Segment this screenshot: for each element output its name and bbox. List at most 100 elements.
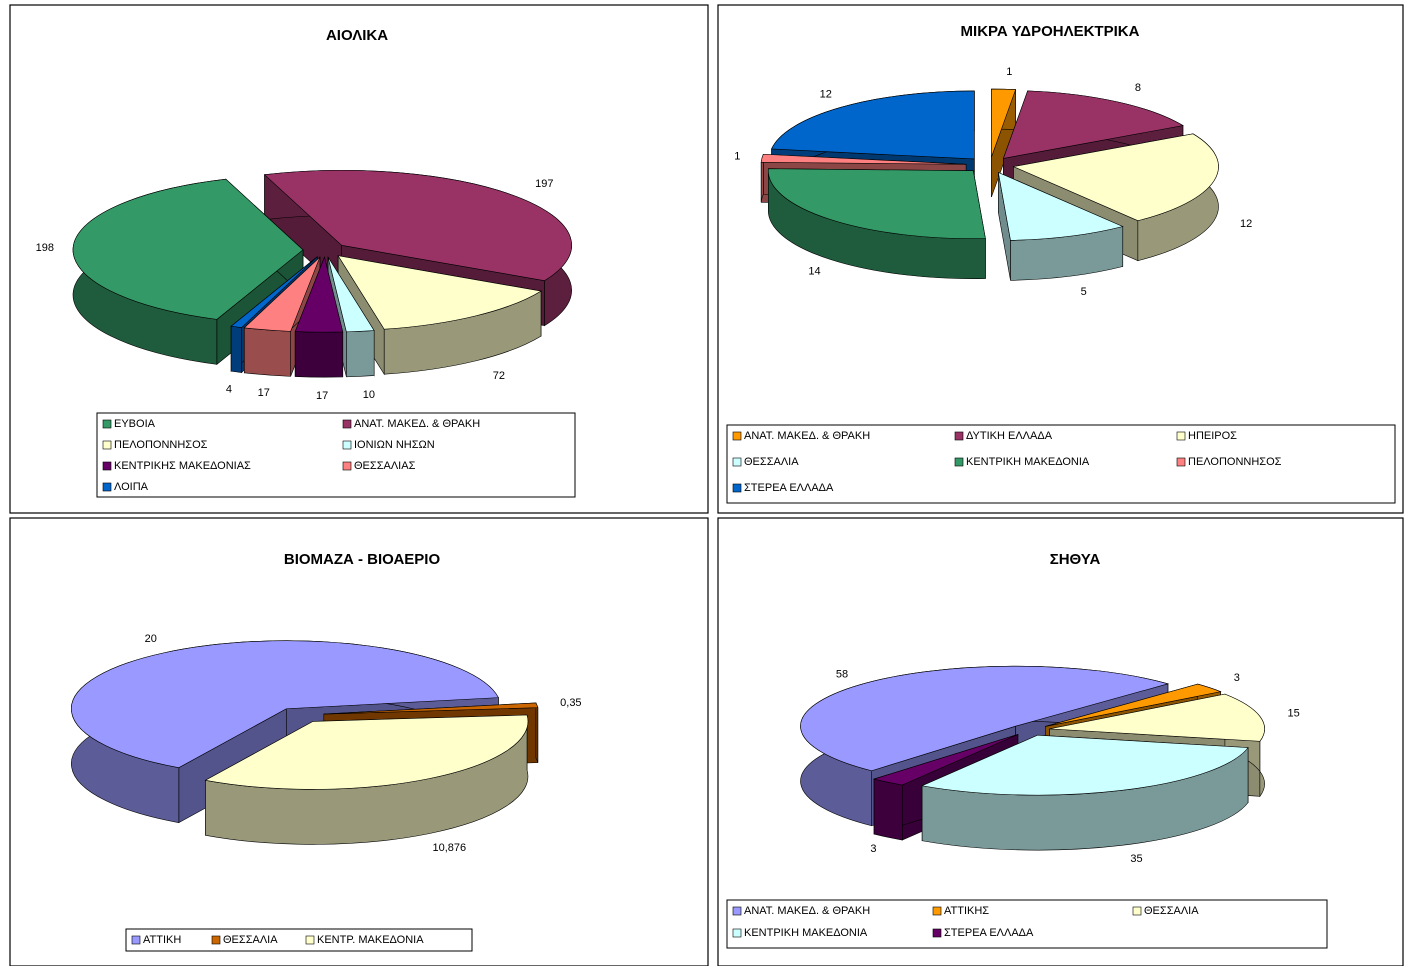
legend-label: ΚΕΝΤΡΙΚΗΣ ΜΑΚΕΔΟΝΙΑΣ	[114, 460, 251, 472]
slice	[997, 171, 1124, 241]
legend-label: ΘΕΣΣΑΛΙΑΣ	[354, 460, 416, 472]
legend-label: ΔΥΤΙΚΗ ΕΛΛΑΔΑ	[966, 430, 1053, 442]
slice-side	[230, 325, 242, 373]
legend-swatch	[305, 935, 315, 945]
slice	[1012, 133, 1219, 222]
data-label: 4	[226, 383, 232, 395]
data-label: 20	[145, 633, 157, 645]
slice	[1002, 90, 1184, 159]
legend-swatch	[932, 906, 942, 916]
chart-title: ΜΙΚΡΑ ΥΔΡΟΗΛΕΚΤΡΙΚΑ	[961, 23, 1140, 40]
legend-label: ΑΝΑΤ. ΜΑΚΕΔ. & ΘΡΑΚΗ	[354, 418, 480, 430]
pie: 198 197 72 10 17 17 4	[36, 170, 572, 402]
legend-swatch	[732, 906, 742, 916]
legend-swatch	[732, 431, 742, 441]
slice	[323, 702, 539, 715]
slice	[768, 168, 986, 240]
legend-label: ΘΕΣΣΑΛΙΑ	[223, 934, 278, 946]
chart-title: ΣΗΘΥΑ	[1050, 551, 1101, 568]
chart-title: ΒΙΟΜΑΖΑ - ΒΙΟΑΕΡΙΟ	[284, 551, 441, 568]
legend-box	[726, 899, 1328, 949]
legend-swatch	[1176, 457, 1186, 467]
legend-label: ΑΝΑΤ. ΜΑΚΕΔ. & ΘΡΑΚΗ	[744, 905, 870, 917]
slice-side	[535, 702, 539, 763]
slice	[921, 734, 1249, 796]
slice	[771, 90, 975, 160]
data-label: 12	[1240, 218, 1252, 230]
legend-swatch	[342, 440, 352, 450]
data-label: 8	[1135, 82, 1141, 94]
slice	[872, 734, 1019, 786]
data-label: 58	[836, 668, 848, 680]
data-label: 197	[535, 178, 553, 190]
legend-swatch	[732, 928, 742, 938]
legend-swatch	[102, 461, 112, 471]
data-label: 1	[1006, 66, 1012, 78]
legend-label: ΘΕΣΣΑΛΙΑ	[744, 456, 799, 468]
legend-label: ΑΤΤΙΚΗ	[143, 934, 181, 946]
slice	[243, 256, 321, 332]
chart-title: ΑΙΟΛΙΚΑ	[326, 27, 388, 44]
legend-swatch	[102, 440, 112, 450]
legend-swatch	[102, 419, 112, 429]
pie: 58 3 15 35 3	[800, 665, 1300, 865]
slice	[991, 88, 1017, 158]
data-label: 0,35	[560, 697, 581, 709]
slice-side	[873, 778, 903, 841]
legend-box	[726, 424, 1396, 504]
slice-side	[243, 327, 291, 377]
legend-swatch	[342, 461, 352, 471]
data-label: 5	[1081, 286, 1087, 298]
legend-swatch	[732, 457, 742, 467]
slice	[263, 170, 572, 281]
legend-swatch	[211, 935, 221, 945]
legend-label: ΛΟΙΠΑ	[114, 481, 149, 493]
pie: 1 8 12 5 14 1 12	[734, 66, 1252, 298]
legend-swatch	[932, 928, 942, 938]
data-label: 14	[808, 266, 820, 278]
data-label: 3	[870, 843, 876, 855]
data-label: 72	[493, 370, 505, 382]
slice	[760, 153, 967, 165]
legend-label: ΚΕΝΤΡ. ΜΑΚΕΔΟΝΙΑ	[317, 934, 424, 946]
legend-label: ΙΟΝΙΩΝ ΝΗΣΩΝ	[354, 439, 435, 451]
legend-label: ΕΥΒΟΙΑ	[114, 418, 156, 430]
legend-label: ΗΠΕΙΡΟΣ	[1188, 430, 1237, 442]
legend-swatch	[102, 482, 112, 492]
data-label: 198	[36, 242, 54, 254]
legend-swatch	[131, 935, 141, 945]
pie: 20 0,35 10,876	[71, 633, 582, 854]
legend-label: ΚΕΝΤΡΙΚΗ ΜΑΚΕΔΟΝΙΑ	[966, 456, 1090, 468]
slice	[72, 178, 304, 320]
legend-label: ΣΤΕΡΕΑ ΕΛΛΑΔΑ	[944, 927, 1034, 939]
legend-swatch	[954, 457, 964, 467]
slice	[294, 256, 344, 333]
legend-box	[125, 928, 473, 952]
slice	[800, 665, 1170, 772]
slice	[337, 255, 542, 330]
legend-label: ΚΕΝΤΡΙΚΗ ΜΑΚΕΔΟΝΙΑ	[744, 927, 868, 939]
legend-swatch	[1176, 431, 1186, 441]
data-label: 15	[1287, 708, 1299, 720]
slice	[204, 714, 529, 790]
legend-label: ΠΕΛΟΠΟΝΝΗΣΟΣ	[1188, 456, 1282, 468]
legend-label: ΑΝΑΤ. ΜΑΚΕΔ. & ΘΡΑΚΗ	[744, 430, 870, 442]
legend-swatch	[954, 431, 964, 441]
slice	[230, 256, 318, 328]
slice	[1049, 693, 1265, 742]
legend-swatch	[1132, 906, 1142, 916]
data-label: 1	[734, 151, 740, 163]
legend-swatch	[732, 483, 742, 493]
data-label: 35	[1130, 853, 1142, 865]
legend-label: ΣΤΕΡΕΑ ΕΛΛΑΔΑ	[744, 482, 834, 494]
data-label: 3	[1234, 672, 1240, 684]
slice	[71, 640, 499, 768]
slice	[1045, 683, 1222, 727]
slice-side	[294, 331, 344, 378]
legend-swatch	[342, 419, 352, 429]
legend-label: ΑΤΤΙΚΗΣ	[944, 905, 989, 917]
data-label: 17	[258, 387, 270, 399]
legend-label: ΠΕΛΟΠΟΝΝΗΣΟΣ	[114, 439, 208, 451]
legend-box	[96, 412, 576, 498]
